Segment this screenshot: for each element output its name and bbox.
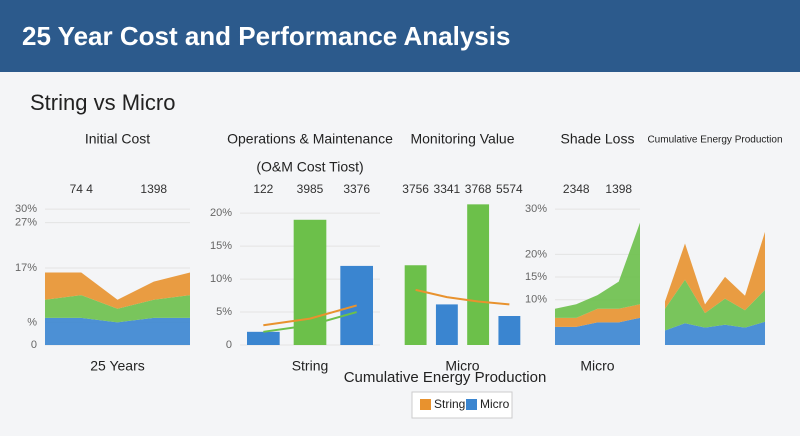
legend-title: Cumulative Energy Production xyxy=(344,369,547,386)
y-tick-label: 5% xyxy=(216,306,232,318)
annotation: 2348 xyxy=(563,182,590,196)
area xyxy=(45,317,190,345)
bar xyxy=(435,304,458,345)
annotation: 3985 xyxy=(297,182,324,196)
chart-subtitle: (O&M Cost Tiost) xyxy=(256,159,363,175)
y-tick-label: 27% xyxy=(15,217,37,229)
line xyxy=(263,304,357,327)
annotation: 3341 xyxy=(434,182,461,196)
y-tick-label: 15% xyxy=(525,271,547,283)
line xyxy=(415,288,510,306)
annotation: 3756 xyxy=(402,182,429,196)
y-tick-label: 20% xyxy=(210,207,232,219)
chart-title: Shade Loss xyxy=(561,131,635,147)
chart-title: Initial Cost xyxy=(85,131,150,147)
y-tick-label: 10% xyxy=(210,273,232,285)
bar xyxy=(404,265,427,345)
bar xyxy=(247,331,280,345)
bar xyxy=(293,219,327,345)
area xyxy=(665,279,765,331)
y-tick-label: 15% xyxy=(210,240,232,252)
x-axis-label: 25 Years xyxy=(90,358,145,374)
bar xyxy=(498,316,521,345)
area xyxy=(555,222,640,318)
annotation: 3376 xyxy=(343,182,370,196)
header-bar xyxy=(0,0,800,72)
legend-label: Micro xyxy=(480,397,510,411)
annotation: 1398 xyxy=(140,182,167,196)
chart-title: Operations & Maintenance xyxy=(227,131,393,147)
y-tick-label: 0 xyxy=(226,339,232,351)
y-tick-label: 20% xyxy=(525,248,547,260)
area xyxy=(665,321,765,345)
page-subtitle: String vs Micro xyxy=(30,90,175,115)
page-title: 25 Year Cost and Performance Analysis xyxy=(22,21,510,51)
area xyxy=(555,317,640,345)
annotation: 1398 xyxy=(605,182,632,196)
chart-title: Cumulative Energy Production xyxy=(647,135,782,146)
area xyxy=(555,304,640,327)
annotation: 122 xyxy=(253,182,273,196)
bar xyxy=(340,265,373,345)
chart-title: Monitoring Value xyxy=(410,131,514,147)
legend-label: String xyxy=(434,397,465,411)
x-axis-label: String xyxy=(292,358,329,374)
annotation: 5574 xyxy=(496,182,523,196)
y-tick-label: 30% xyxy=(525,203,547,215)
area xyxy=(45,272,190,309)
legend-swatch xyxy=(466,399,477,410)
y-tick-label: 10% xyxy=(525,294,547,306)
annotation: 3768 xyxy=(465,182,492,196)
y-tick-label: 30% xyxy=(15,203,37,215)
line xyxy=(263,311,357,333)
area xyxy=(665,231,765,314)
bar xyxy=(467,204,490,345)
y-tick-label: % xyxy=(27,316,37,328)
y-tick-label: 0 xyxy=(31,339,37,351)
x-axis-label: Micro xyxy=(445,358,479,374)
annotation: 74 4 xyxy=(70,182,94,196)
y-tick-label: 17% xyxy=(15,262,37,274)
legend-swatch xyxy=(420,399,431,410)
x-axis-label: Micro xyxy=(580,358,614,374)
